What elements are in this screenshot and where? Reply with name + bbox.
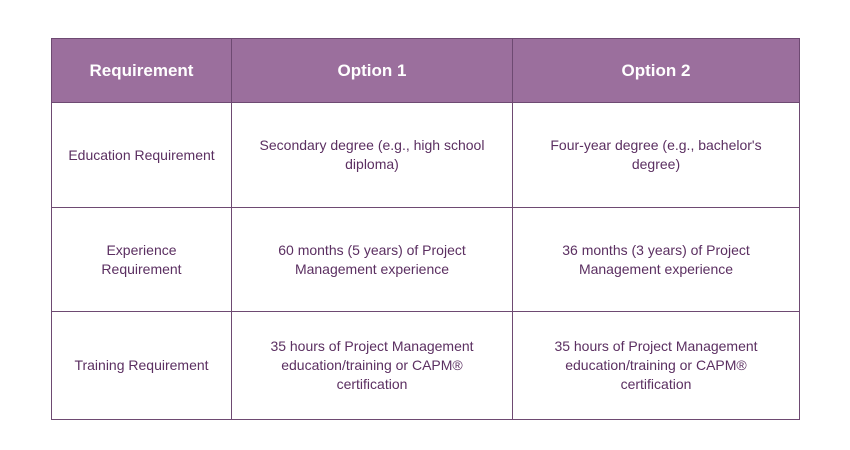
table-row: Education Requirement Secondary degree (…: [51, 102, 800, 208]
cell-text: 36 months (3 years) of Project Managemen…: [562, 241, 750, 277]
cell-text: Secondary degree (e.g., high school dipl…: [259, 137, 485, 172]
cell-text: Education Requirement: [68, 146, 215, 163]
table-cell: Four-year degree (e.g., bachelor's degre…: [512, 102, 800, 208]
requirements-table: Requirement Option 1 Option 2 Education …: [51, 38, 800, 420]
cell-text: 35 hours of Project Management education…: [554, 338, 758, 392]
table-row: Training Requirement 35 hours of Project…: [51, 311, 800, 420]
table-cell: 35 hours of Project Management education…: [231, 311, 513, 420]
header-row: Requirement Option 1 Option 2: [51, 38, 800, 103]
header-cell: Option 2: [512, 38, 800, 103]
table-cell: Education Requirement: [51, 102, 232, 208]
table-row: Experience Requirement 60 months (5 year…: [51, 207, 800, 312]
table-cell: 36 months (3 years) of Project Managemen…: [512, 207, 800, 312]
table-cell: Training Requirement: [51, 311, 232, 420]
cell-text: 35 hours of Project Management education…: [270, 338, 474, 392]
table-cell: Secondary degree (e.g., high school dipl…: [231, 102, 513, 208]
cell-text: Experience Requirement: [101, 241, 182, 277]
table-cell: Experience Requirement: [51, 207, 232, 312]
table-cell: 60 months (5 years) of Project Managemen…: [231, 207, 513, 312]
cell-text: Four-year degree (e.g., bachelor's degre…: [550, 137, 762, 172]
header-cell: Option 1: [231, 38, 513, 103]
cell-text: 60 months (5 years) of Project Managemen…: [278, 241, 466, 277]
table-cell: 35 hours of Project Management education…: [512, 311, 800, 420]
cell-text: Training Requirement: [74, 357, 209, 373]
header-cell: Requirement: [51, 38, 232, 103]
